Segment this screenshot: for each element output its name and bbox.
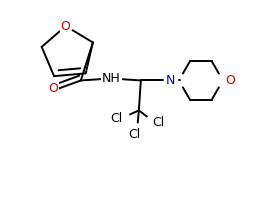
Text: O: O — [61, 20, 70, 33]
Text: Cl: Cl — [129, 128, 141, 141]
Text: O: O — [48, 82, 58, 95]
Text: O: O — [225, 74, 235, 87]
Text: Cl: Cl — [111, 112, 123, 125]
Text: Cl: Cl — [153, 116, 165, 129]
Text: N: N — [166, 74, 176, 87]
Text: NH: NH — [101, 72, 120, 85]
